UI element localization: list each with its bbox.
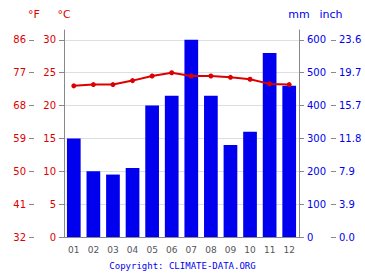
svg-text:10: 10 xyxy=(43,166,56,177)
svg-text:04: 04 xyxy=(127,245,139,255)
svg-text:7.9: 7.9 xyxy=(339,166,355,177)
svg-text:15: 15 xyxy=(43,133,56,144)
svg-text:01: 01 xyxy=(68,245,79,255)
svg-text:Copyright: CLIMATE-DATA.ORG: Copyright: CLIMATE-DATA.ORG xyxy=(109,261,255,271)
svg-text:500: 500 xyxy=(307,67,326,78)
svg-text:600: 600 xyxy=(307,34,326,45)
svg-text:59: 59 xyxy=(13,133,26,144)
svg-text:°C: °C xyxy=(57,8,71,21)
svg-text:0: 0 xyxy=(50,232,56,243)
svg-text:23.6: 23.6 xyxy=(339,34,361,45)
svg-text:41: 41 xyxy=(13,199,26,210)
svg-text:19.7: 19.7 xyxy=(339,67,361,78)
svg-text:07: 07 xyxy=(186,245,197,255)
svg-text:11.8: 11.8 xyxy=(339,133,361,144)
svg-text:inch: inch xyxy=(319,8,342,21)
svg-text:mm: mm xyxy=(288,8,309,21)
svg-text:12: 12 xyxy=(283,245,294,255)
svg-text:5: 5 xyxy=(50,199,56,210)
svg-text:06: 06 xyxy=(166,245,178,255)
svg-text:86: 86 xyxy=(13,34,26,45)
svg-text:3.9: 3.9 xyxy=(339,199,355,210)
svg-text:0: 0 xyxy=(307,232,313,243)
svg-text:20: 20 xyxy=(43,100,56,111)
svg-text:10: 10 xyxy=(244,245,256,255)
svg-text:15.7: 15.7 xyxy=(339,100,361,111)
svg-text:30: 30 xyxy=(43,34,56,45)
svg-text:100: 100 xyxy=(307,199,326,210)
svg-text:50: 50 xyxy=(13,166,26,177)
svg-text:09: 09 xyxy=(225,245,237,255)
svg-text:°F: °F xyxy=(28,8,40,21)
svg-text:300: 300 xyxy=(307,133,326,144)
svg-text:32: 32 xyxy=(13,232,26,243)
svg-text:68: 68 xyxy=(13,100,26,111)
svg-text:05: 05 xyxy=(146,245,157,255)
svg-text:200: 200 xyxy=(307,166,326,177)
svg-text:02: 02 xyxy=(88,245,99,255)
svg-text:08: 08 xyxy=(205,245,217,255)
svg-text:77: 77 xyxy=(13,67,26,78)
svg-text:03: 03 xyxy=(107,245,118,255)
svg-text:11: 11 xyxy=(264,245,275,255)
svg-text:0.0: 0.0 xyxy=(339,232,355,243)
svg-text:400: 400 xyxy=(307,100,326,111)
svg-text:25: 25 xyxy=(43,67,56,78)
